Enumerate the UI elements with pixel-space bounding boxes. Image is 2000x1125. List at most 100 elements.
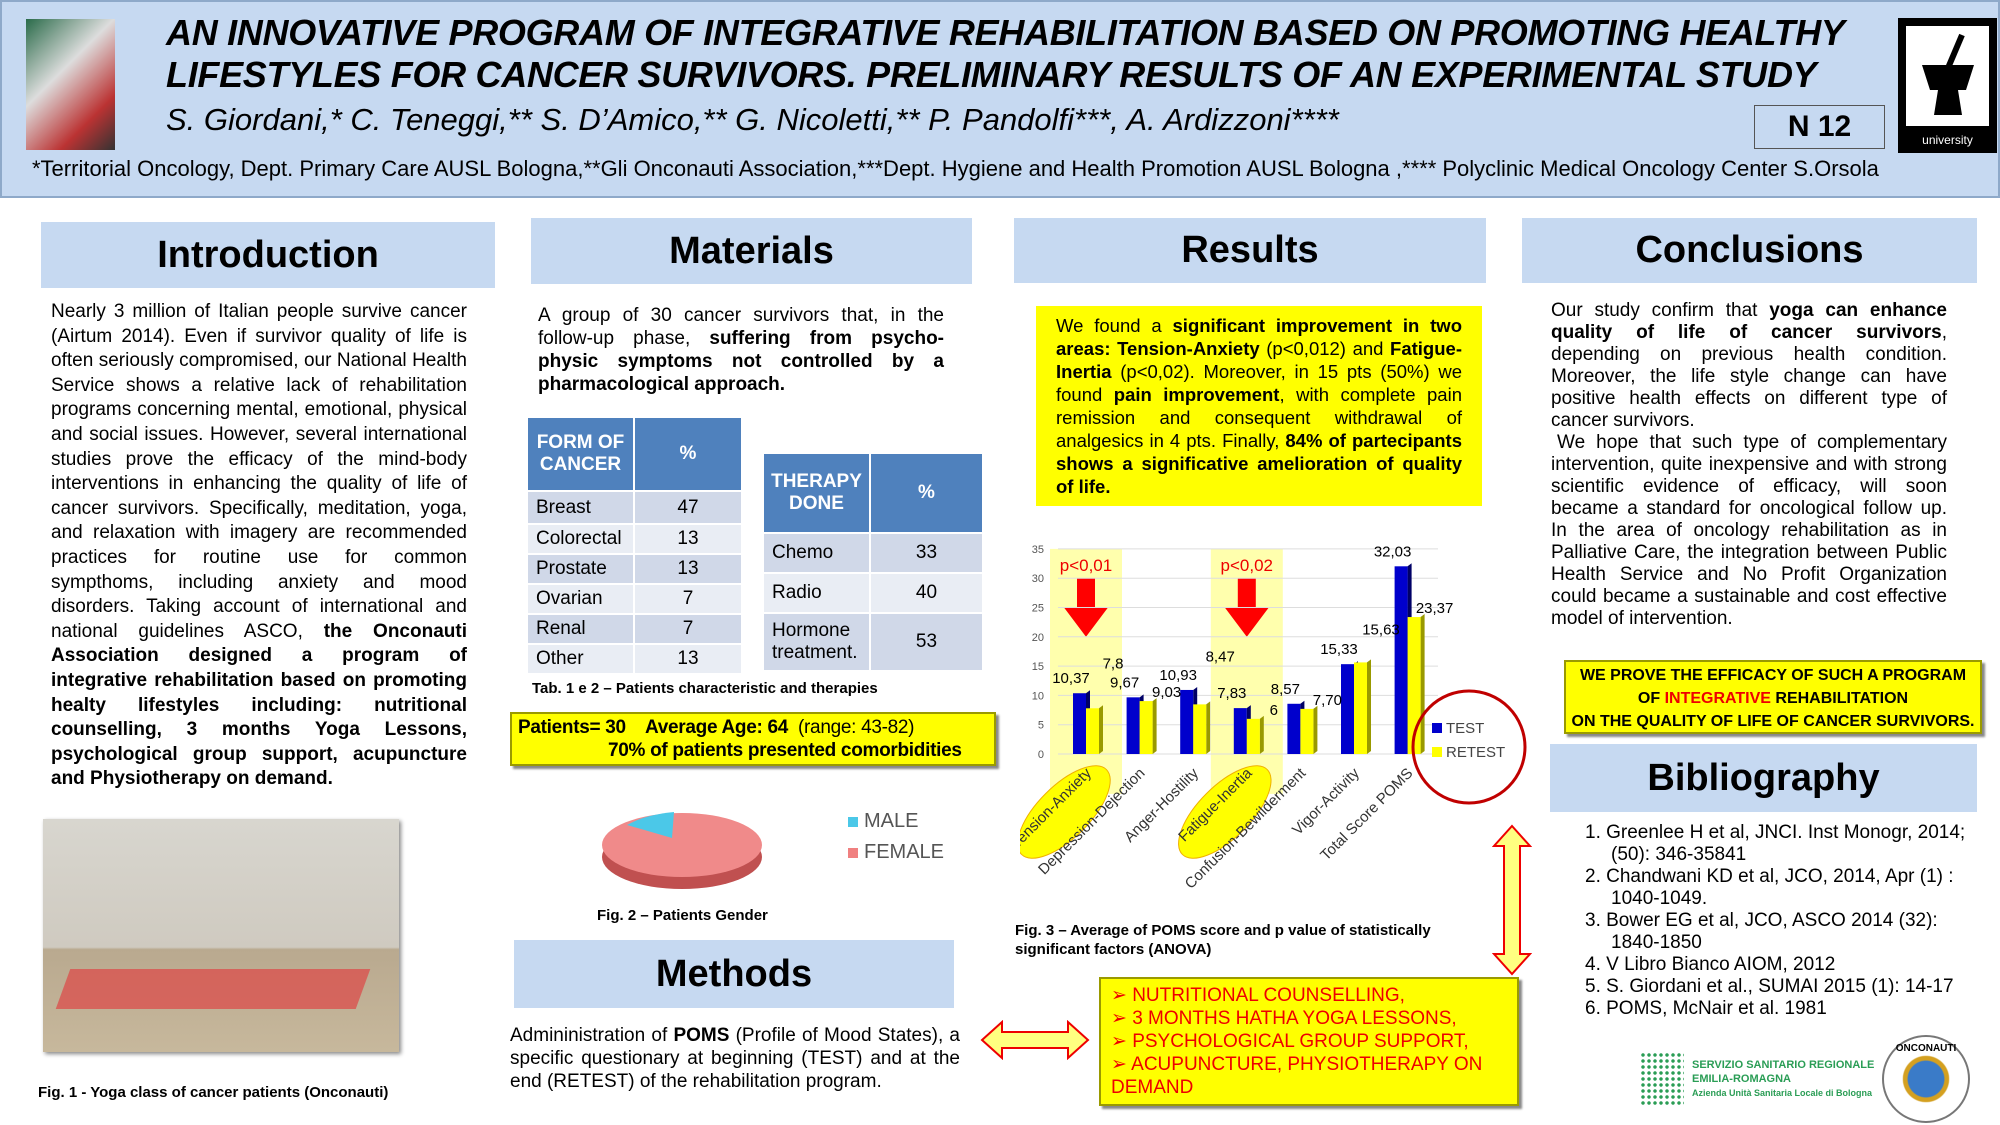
introduction-text: Nearly 3 million of Italian people survi… xyxy=(51,300,467,792)
y-tick-label: 25 xyxy=(1032,603,1044,615)
conclusions-heading: Conclusions xyxy=(1522,218,1977,283)
double-arrow-icon xyxy=(980,1020,1090,1060)
table2-header: THERAPY DONE xyxy=(764,454,869,532)
methods-text-c: (Profile of Mood States), a specific que… xyxy=(510,1025,960,1092)
bib-number: 5. xyxy=(1585,976,1607,997)
efficacy-line-2b: REHABILITATION xyxy=(1770,690,1909,707)
bar-side xyxy=(1259,715,1264,754)
y-tick-label: 20 xyxy=(1032,632,1044,644)
bib-text: Bower EG et al, JCO, ASCO 2014 (32): 184… xyxy=(1606,910,1938,953)
arrow-bullet-icon: ➢ xyxy=(1111,1054,1132,1075)
text: Our study confirm that xyxy=(1551,300,1770,321)
data-label: 8,57 xyxy=(1271,681,1300,698)
row-value: 33 xyxy=(871,534,982,572)
bib-text: POMS, McNair et al. 1981 xyxy=(1606,998,1827,1019)
summary-range: (range: 43-82) xyxy=(793,717,915,738)
bar-test xyxy=(1233,708,1247,754)
bar-side xyxy=(1420,614,1425,754)
onconauti-logo: ONCONAUTI xyxy=(1882,1035,1970,1123)
bar-side xyxy=(1313,705,1318,754)
conclusions-paragraph-2: We hope that such type of complementary … xyxy=(1551,432,1947,629)
row-value: 7 xyxy=(635,615,741,643)
category-highlight-ellipse xyxy=(1178,765,1272,859)
text-bold: pain improvement xyxy=(1113,384,1280,405)
title-line-2: LIFESTYLES FOR CANCER SURVIVORS. PRELIMI… xyxy=(166,54,1817,95)
data-label: 32,03 xyxy=(1374,543,1412,560)
table-row: Renal 7 xyxy=(528,615,741,643)
data-label: 15,63 xyxy=(1362,621,1400,638)
text: (p<0,02). Moreover, in 15 pts (50%) we f… xyxy=(1056,361,1462,405)
program-item-text: ACUPUNCTURE, PHYSIOTHERAPY ON DEMAND xyxy=(1111,1054,1483,1098)
y-tick-label: 30 xyxy=(1032,573,1044,585)
table-row: Chemo 33 xyxy=(764,534,982,572)
data-label: 10,93 xyxy=(1159,667,1197,684)
onconauti-logo-text: ONCONAUTI xyxy=(1895,1043,1957,1054)
efficacy-line-2: OF INTEGRATIVE REHABILITATION xyxy=(1566,687,1980,710)
bib-number: 2. xyxy=(1585,866,1607,887)
vertical-double-arrow-icon xyxy=(1492,824,1532,976)
results-heading: Results xyxy=(1014,218,1486,283)
text-bold: yoga can enhance quality of life of canc… xyxy=(1551,300,1947,343)
text-bold: 84% of partecipants shows a significativ… xyxy=(1056,430,1462,497)
data-label: 9,67 xyxy=(1110,674,1139,691)
bar-side xyxy=(1206,701,1211,754)
category-highlight-ellipse xyxy=(1020,765,1111,859)
mortar-pestle-icon xyxy=(1906,26,1989,126)
bib-text: Chandwani KD et al, JCO, 2014, Apr (1) :… xyxy=(1606,866,1954,909)
arrow-bullet-icon: ➢ xyxy=(1111,985,1133,1006)
authors: S. Giordani,* C. Teneggi,** S. D’Amico,*… xyxy=(166,102,1339,137)
data-label: 10,37 xyxy=(1052,670,1090,687)
legend-male: MALE xyxy=(864,810,919,832)
bib-text: S. Giordani et al., SUMAI 2015 (1): 14-1… xyxy=(1606,976,1954,997)
bibliography-item: 4. V Libro Bianco AIOM, 2012 xyxy=(1585,954,1980,976)
row-value: 53 xyxy=(871,614,982,670)
row-label: Other xyxy=(528,645,633,673)
arrow-bullet-icon: ➢ xyxy=(1111,1008,1133,1029)
row-label: Chemo xyxy=(764,534,869,572)
row-value: 7 xyxy=(635,585,741,613)
poms-bar-chart: p<0,01 p<0,0205101520253035Tension-Anxiet… xyxy=(1020,543,1527,892)
p-value-label: p<0,02 xyxy=(1221,556,1273,575)
university-label: university xyxy=(1922,133,1973,147)
conclusions-paragraph-1: Our study confirm that yoga can enhance … xyxy=(1551,300,1947,432)
y-tick-label: 0 xyxy=(1038,749,1044,761)
legend-highlight-circle xyxy=(1411,689,1527,805)
program-components-box: ➢ NUTRITIONAL COUNSELLING, ➢ 3 MONTHS HAT… xyxy=(1099,977,1519,1106)
bib-text: Greenlee H et al, JNCI. Inst Monogr, 201… xyxy=(1606,822,1966,865)
data-label: 8,47 xyxy=(1206,648,1235,665)
row-label: Colorectal xyxy=(528,525,633,553)
text: (p<0,012) and xyxy=(1259,338,1391,359)
bar-retest xyxy=(1086,708,1099,754)
table-row: Other 13 xyxy=(528,645,741,673)
bar-test xyxy=(1073,693,1086,754)
row-label: Breast xyxy=(528,492,633,523)
bib-number: 4. xyxy=(1585,954,1607,975)
row-label: Ovarian xyxy=(528,585,633,613)
text-bold: Fatigue-Inertia xyxy=(1056,338,1462,382)
data-label: 9,03 xyxy=(1152,684,1181,701)
efficacy-line-1: WE PROVE THE EFFICACY OF SUCH A PROGRAM xyxy=(1579,667,1967,684)
university-logo: university xyxy=(1898,18,1997,153)
methods-text-poms: POMS xyxy=(673,1025,730,1046)
legend-swatch xyxy=(1432,723,1442,733)
program-item-text: NUTRITIONAL COUNSELLING, xyxy=(1132,985,1405,1006)
table-row: Colorectal 13 xyxy=(528,525,741,553)
bar-retest xyxy=(1354,662,1367,754)
methods-heading: Methods xyxy=(514,940,954,1008)
bar-test xyxy=(1126,697,1140,754)
bar-side xyxy=(1099,705,1103,754)
y-tick-label: 35 xyxy=(1032,544,1044,556)
row-label: Renal xyxy=(528,615,633,643)
ssr-line-2: EMILIA-ROMAGNA xyxy=(1692,1073,1791,1085)
bib-number: 3. xyxy=(1585,910,1607,931)
program-item: ➢ ACUPUNCTURE, PHYSIOTHERAPY ON DEMAND xyxy=(1111,1053,1507,1099)
category-label: Total Score POMS xyxy=(1317,765,1416,864)
efficacy-line-2-highlight: INTEGRATIVE xyxy=(1664,690,1771,707)
introduction-heading: Introduction xyxy=(41,222,495,288)
program-item: ➢ 3 MONTHS HATHA YOGA LESSONS, xyxy=(1111,1007,1507,1030)
fig2-caption: Fig. 2 – Patients Gender xyxy=(597,907,768,924)
methods-text: Admininistration of POMS (Profile of Moo… xyxy=(510,1024,960,1093)
bar-retest xyxy=(1193,704,1207,754)
bibliography-item: 5. S. Giordani et al., SUMAI 2015 (1): 1… xyxy=(1585,976,1980,998)
poster-number: N 12 xyxy=(1754,105,1885,149)
